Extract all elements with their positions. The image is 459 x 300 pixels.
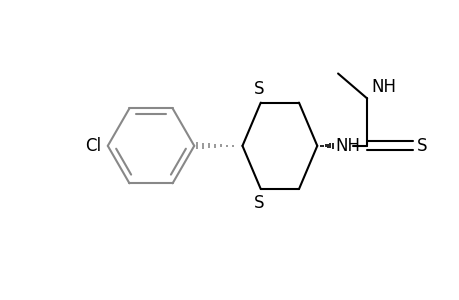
Text: NH: NH	[335, 137, 360, 155]
Text: Cl: Cl	[85, 137, 101, 155]
Text: NH: NH	[370, 78, 396, 96]
Text: S: S	[253, 194, 264, 212]
Text: S: S	[253, 80, 264, 98]
Text: S: S	[416, 137, 426, 155]
